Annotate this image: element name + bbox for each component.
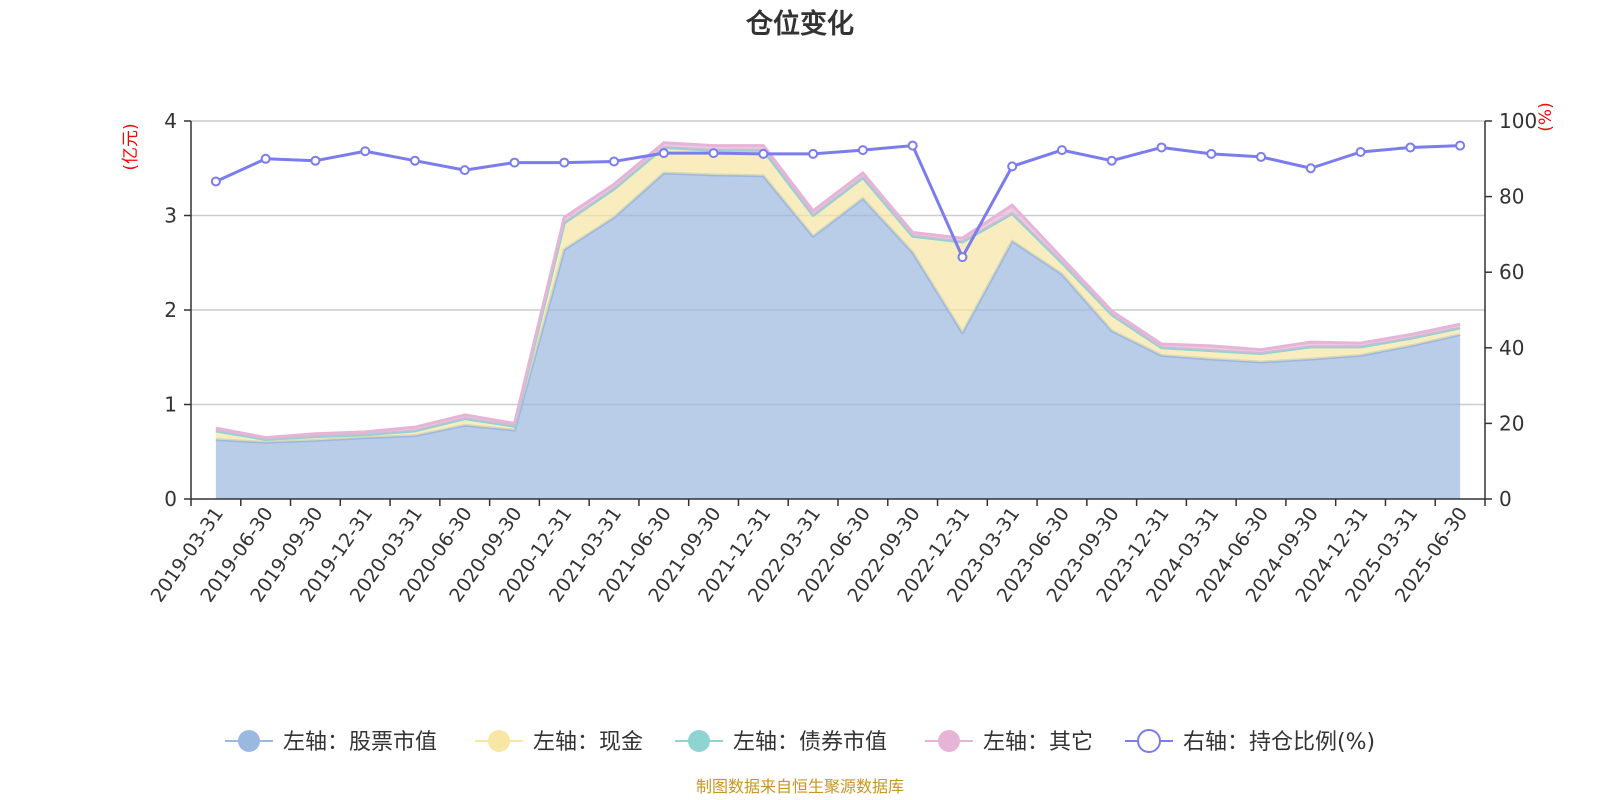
legend-label: 左轴：债券市值 [733,730,887,755]
ratio-point [1156,142,1167,153]
ratio-point [907,140,918,151]
ratio-point [658,148,669,159]
ratio-point [559,157,570,168]
area-左轴：股票市值 [215,172,1461,499]
chart-title: 仓位变化 [745,8,854,40]
ratio-point [210,176,221,187]
left-axis-tick-label: 3 [164,204,177,228]
legend-marker [938,730,960,752]
legend-item[interactable]: 左轴：股票市值 [225,730,437,755]
ratio-point [1007,161,1018,172]
ratio-point [957,252,968,263]
legend-marker [238,730,260,752]
data-source-note: 制图数据来自恒生聚源数据库 [696,777,904,796]
ratio-point [708,148,719,159]
ratio-point [360,146,371,157]
legend-item[interactable]: 左轴：现金 [475,730,643,755]
legend-item[interactable]: 左轴：债券市值 [675,730,887,755]
right-axis-unit: (%) [1536,102,1556,131]
legend-label: 左轴：现金 [533,730,643,755]
ratio-point [1106,155,1117,166]
ratio-point [1355,146,1366,157]
ratio-point [1405,142,1416,153]
ratio-point [808,148,819,159]
left-axis-tick-label: 0 [164,487,177,511]
legend-label: 右轴：持仓比例(%) [1183,730,1375,755]
right-axis-tick-label: 100 [1499,109,1537,133]
ratio-point [1056,145,1067,156]
ratio-point [260,153,271,164]
area-line-左轴：其它 [215,141,1461,440]
ratio-line [215,144,1461,259]
area-series [215,141,1461,499]
left-axis-tick-label: 4 [164,109,177,133]
ratio-point [609,156,620,167]
ratio-point [1455,140,1466,151]
legend-marker [488,730,510,752]
legend-item[interactable]: 右轴：持仓比例(%) [1125,729,1375,755]
ratio-point [509,157,520,168]
ratio-point [1206,148,1217,159]
legend-label: 左轴：其它 [983,730,1093,755]
ratio-series [210,140,1466,263]
left-axis-tick-label: 2 [164,298,177,322]
ratio-point [310,155,321,166]
right-axis-tick-label: 60 [1499,260,1524,284]
ratio-point [857,145,868,156]
ratio-point [459,165,470,176]
ratio-point [1305,163,1316,174]
legend-label: 左轴：股票市值 [283,730,437,755]
ratio-point [409,155,420,166]
legend-marker [1137,729,1161,753]
legend-item[interactable]: 左轴：其它 [925,730,1093,755]
right-axis-tick-label: 20 [1499,411,1524,435]
ratio-point [1256,151,1267,162]
right-axis-tick-label: 80 [1499,185,1524,209]
left-axis-unit: (亿元) [121,123,141,170]
right-axis-tick-label: 0 [1499,487,1512,511]
legend-marker [688,730,710,752]
ratio-point [758,148,769,159]
area-左轴：现金 [215,147,1461,443]
right-axis-tick-label: 40 [1499,336,1524,360]
left-axis-tick-label: 1 [164,393,177,417]
legend[interactable]: 左轴：股票市值 左轴：现金 左轴：债券市值 左轴：其它 右轴：持仓比例(%) [225,729,1375,755]
